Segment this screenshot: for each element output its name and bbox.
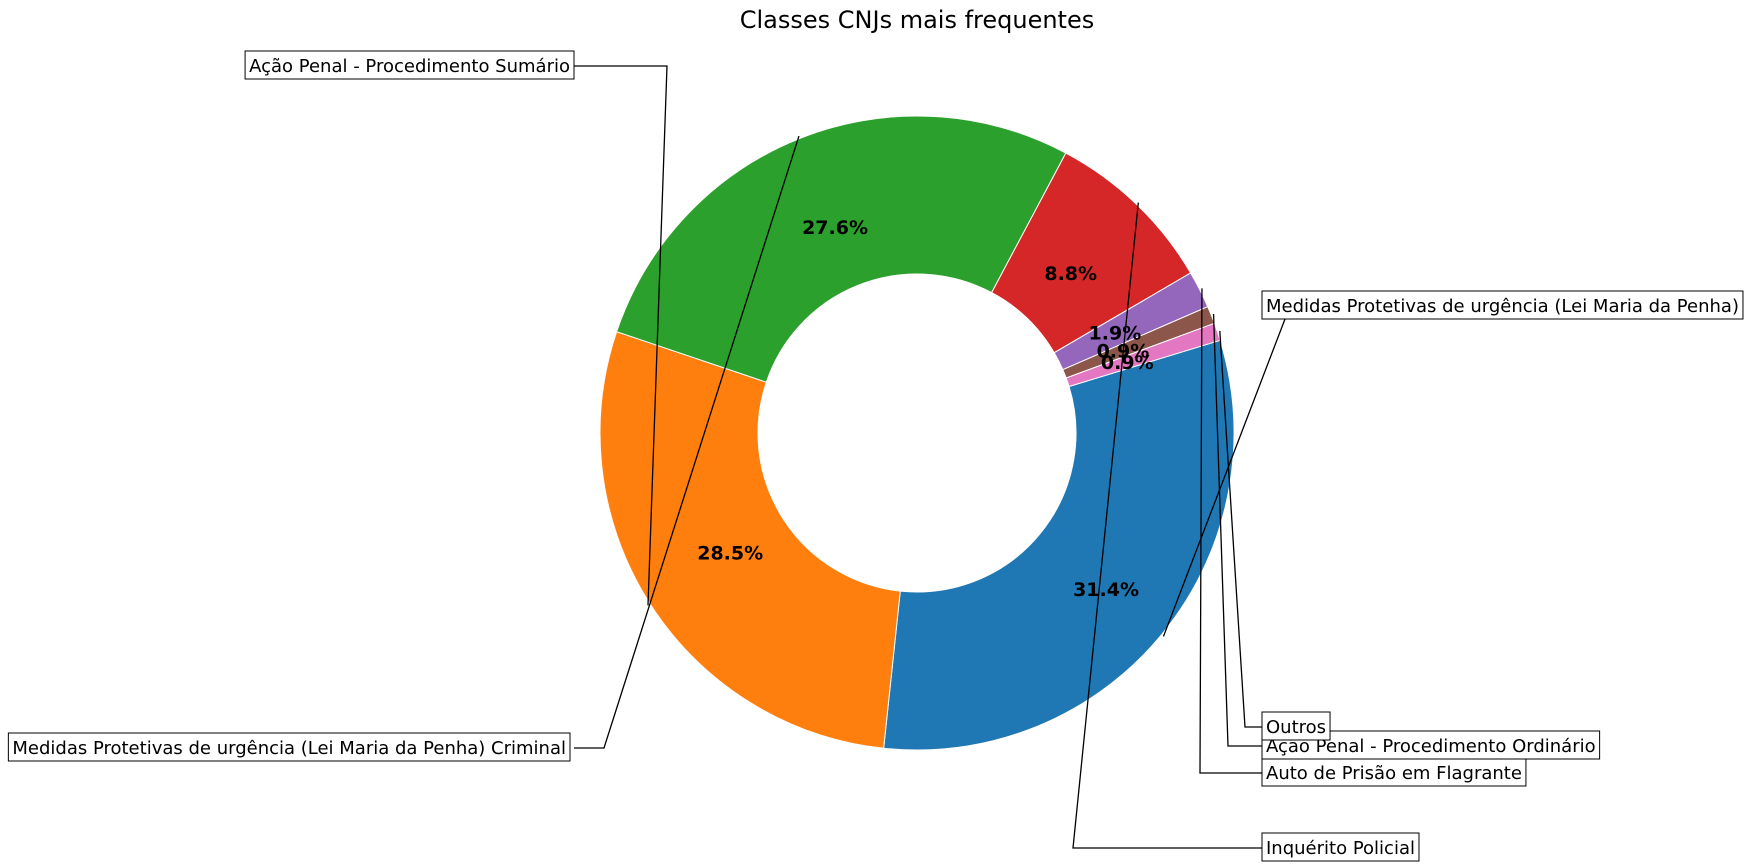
pct-label-acao-penal-procedimento-ordinario: 0.9% [1097,340,1150,362]
slice-outros [1065,322,1221,388]
slice-label-acao-penal-procedimento-ordinario: Ação Penal - Procedimento Ordinário [1266,736,1596,757]
slice-acao-penal-procedimento-sumario [599,331,901,749]
slice-label-medidas-protetivas-de-urgencia-lei-maria-da-penha-criminal: Medidas Protetivas de urgência (Lei Mari… [12,738,566,759]
leader-lines [574,65,1291,849]
pct-label-outros: 0.9% [1101,352,1154,374]
slice-medidas-protetivas-de-urgencia-lei-maria-da-penha [883,339,1235,751]
slice-label-auto-de-prisao-em-flagrante: Auto de Prisão em Flagrante [1266,763,1522,784]
leader-line-outros [1219,330,1262,728]
label-box-acao-penal-procedimento-sumario [244,50,575,80]
slice-label-acao-penal-procedimento-sumario: Ação Penal - Procedimento Sumário [249,56,570,77]
pct-label-medidas-protetivas-de-urgencia-lei-maria-da-penha: 31.4% [1073,579,1139,601]
slice-label-outros: Outros [1266,717,1326,738]
pct-label-acao-penal-procedimento-sumario: 28.5% [697,543,763,565]
label-box-medidas-protetivas-de-urgencia-lei-maria-da-penha [1261,290,1744,320]
pct-label-inquerito-policial: 8.8% [1044,263,1097,285]
leader-line-auto-de-prisao-em-flagrante [1199,288,1262,774]
slice-label-inquerito-policial: Inquérito Policial [1266,838,1415,859]
leader-line-inquerito-policial [1072,202,1262,849]
pct-label-auto-de-prisao-em-flagrante: 1.9% [1089,323,1142,345]
pct-label-medidas-protetivas-de-urgencia-lei-maria-da-penha-criminal: 27.6% [802,217,868,239]
leader-line-acao-penal-procedimento-sumario [574,65,668,606]
chart-title: Classes CNJs mais frequentes [740,6,1095,34]
slice-label-medidas-protetivas-de-urgencia-lei-maria-da-penha: Medidas Protetivas de urgência (Lei Mari… [1266,296,1739,317]
percent-labels: 31.4%28.5%27.6%8.8%1.9%0.9%0.9% [697,217,1153,601]
slice-labels: Medidas Protetivas de urgência (Lei Mari… [7,50,1744,862]
label-box-outros [1261,711,1331,741]
slice-medidas-protetivas-de-urgencia-lei-maria-da-penha-criminal [615,115,1067,383]
slices [599,115,1235,751]
label-box-medidas-protetivas-de-urgencia-lei-maria-da-penha-criminal [7,732,571,762]
leader-line-medidas-protetivas-de-urgencia-lei-maria-da-penha-criminal [574,135,800,749]
label-box-inquerito-policial [1261,832,1420,862]
leader-line-acao-penal-procedimento-ordinario [1212,314,1262,747]
label-box-auto-de-prisao-em-flagrante [1261,757,1527,787]
